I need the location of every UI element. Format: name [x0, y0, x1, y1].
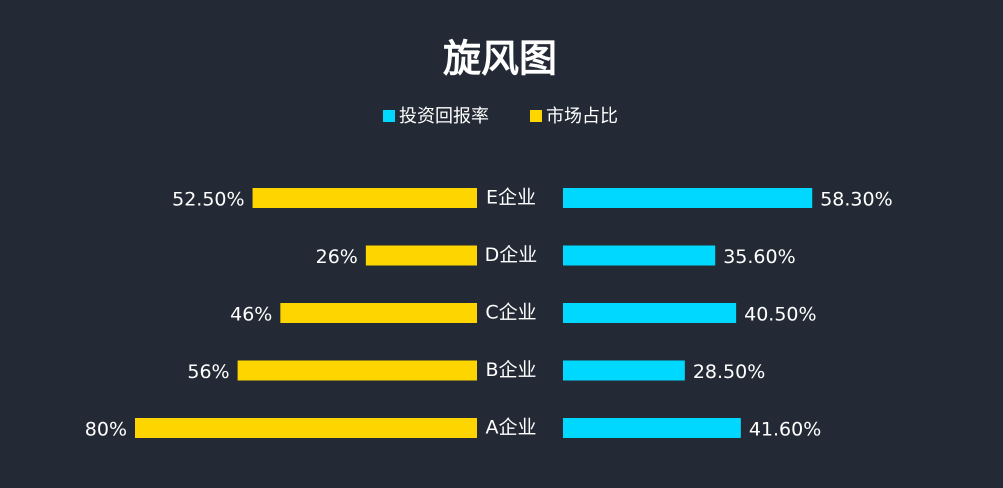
- bar: [563, 418, 741, 438]
- category-label: D企业: [485, 244, 538, 266]
- bar: [135, 418, 477, 438]
- legend-label: 投资回报率: [399, 106, 489, 127]
- chart-title: 旋风图: [443, 37, 557, 81]
- value-label: 56%: [187, 361, 229, 383]
- bar: [365, 245, 477, 266]
- bar: [280, 303, 477, 323]
- value-label: 26%: [316, 246, 358, 268]
- legend-swatch: [383, 110, 395, 122]
- legend-label: 市场占比: [546, 106, 618, 127]
- bar: [563, 188, 813, 208]
- bar: [563, 360, 685, 381]
- bar: [563, 245, 716, 266]
- value-label: 58.30%: [820, 189, 892, 211]
- value-label: 28.50%: [693, 361, 765, 383]
- bar: [252, 188, 477, 208]
- category-label: E企业: [486, 187, 536, 209]
- category-label: C企业: [485, 302, 536, 324]
- legend-swatch: [530, 110, 542, 122]
- value-label: 80%: [85, 419, 127, 441]
- bar: [563, 303, 737, 323]
- value-label: 41.60%: [749, 419, 821, 441]
- value-label: 46%: [230, 304, 272, 326]
- value-label: 40.50%: [744, 304, 816, 326]
- category-label: A企业: [486, 417, 537, 439]
- category-label: B企业: [485, 359, 536, 381]
- value-label: 52.50%: [172, 189, 244, 211]
- value-label: 35.60%: [723, 246, 795, 268]
- bar: [237, 360, 477, 381]
